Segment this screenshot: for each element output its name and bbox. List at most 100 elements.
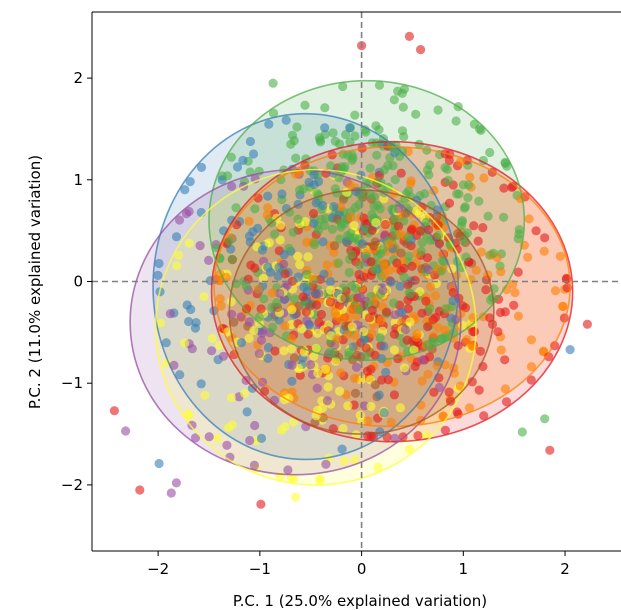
data-point [196,379,206,389]
data-point [196,207,206,218]
data-point [460,202,470,212]
data-point [319,269,329,279]
data-point [550,286,561,296]
data-point [303,252,313,262]
data-point [451,116,461,126]
data-point [405,317,415,327]
data-point [279,259,289,269]
data-point [321,459,331,469]
data-point [287,130,298,140]
data-point [465,172,475,182]
x-axis-label: P.C. 1 (25.0% explained variation) [233,592,487,610]
data-point [398,102,408,112]
data-point [402,335,412,345]
data-point [289,353,299,363]
data-point [355,410,365,420]
data-point [254,349,264,359]
data-point [165,309,175,319]
data-point [351,283,361,293]
data-point [135,485,145,495]
data-point [340,293,350,303]
data-point [222,440,232,450]
data-point [390,310,400,320]
data-point [426,282,436,292]
data-point [390,175,400,185]
data-point [245,136,255,147]
data-point [172,261,182,271]
data-point [379,341,389,351]
data-point [264,238,274,248]
data-point [467,377,477,387]
data-point [436,334,446,344]
data-point [469,221,479,231]
data-point [544,352,554,362]
data-point [421,430,431,440]
data-point [277,189,287,199]
data-point [373,462,383,472]
data-point [226,244,236,254]
data-point [315,474,325,484]
data-point [524,214,534,224]
data-point [327,224,337,234]
data-point [276,220,286,230]
data-point [531,226,541,236]
data-point [377,375,387,385]
data-point [224,236,234,246]
data-point [404,31,414,41]
data-point [257,328,267,338]
data-point [434,382,444,393]
data-point [318,237,328,247]
data-point [309,218,319,228]
data-point [295,370,305,380]
data-point [433,105,443,115]
data-point [320,103,330,113]
data-point [369,192,379,202]
data-point [337,219,347,229]
data-point [539,246,549,256]
data-point [333,258,344,268]
data-point [422,165,432,175]
data-point [411,109,421,119]
data-point [283,465,293,475]
data-point [399,132,409,142]
data-point [523,252,533,262]
data-point [399,263,409,273]
data-point [409,345,419,355]
data-point [350,455,360,465]
data-point [393,86,403,96]
data-point [469,119,479,129]
data-point [293,272,303,282]
data-point [448,296,458,306]
data-point [455,157,466,167]
data-point [399,272,409,282]
data-point [393,221,404,231]
data-point [379,269,389,280]
data-point [318,200,328,211]
data-point [359,327,369,337]
data-point [204,255,214,265]
data-point [345,137,355,147]
data-point [500,157,510,168]
data-point [367,225,377,235]
data-point [414,139,424,149]
data-point [386,277,396,287]
data-point [372,150,382,160]
data-point [267,288,277,298]
data-point [199,292,209,302]
data-point [350,388,361,398]
data-point [288,227,298,237]
data-point [395,281,405,291]
data-point [417,308,427,318]
data-point [416,45,426,55]
data-point [425,303,435,313]
data-point [303,329,313,339]
data-point [316,309,326,320]
data-point [276,175,286,185]
data-point [293,214,303,224]
plot-area [92,12,621,551]
data-point [288,417,299,427]
data-point [174,250,184,260]
data-point [485,147,495,158]
data-point [184,316,194,327]
data-point [236,312,246,322]
